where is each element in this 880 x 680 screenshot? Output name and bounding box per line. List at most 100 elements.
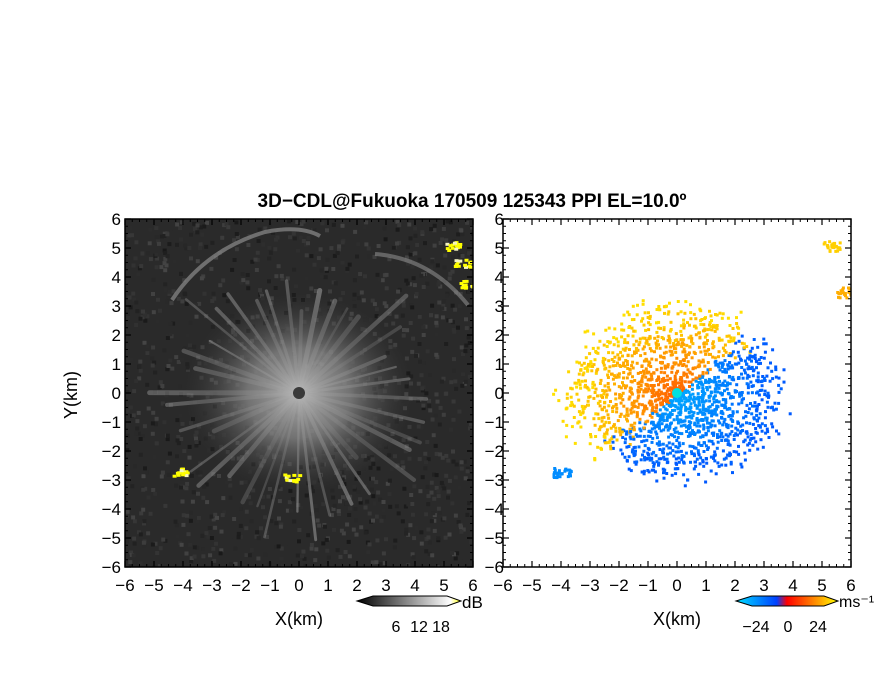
noise-cell xyxy=(139,504,144,509)
velocity-pixel xyxy=(673,404,677,408)
velocity-pixel xyxy=(674,383,677,386)
velocity-pixel xyxy=(688,385,691,388)
velocity-pixel xyxy=(655,330,659,334)
velocity-pixel xyxy=(746,411,750,414)
velocity-pixel xyxy=(672,397,676,400)
noise-cell xyxy=(436,494,441,499)
noise-cell xyxy=(417,257,422,262)
velocity-pixel xyxy=(745,376,749,380)
velocity-pixel xyxy=(737,332,740,336)
velocity-pixel xyxy=(689,317,693,321)
velocity-pixel xyxy=(608,365,612,369)
velocity-pixel xyxy=(635,413,639,417)
noise-cell xyxy=(271,230,276,235)
noise-cell xyxy=(428,372,432,377)
noise-cell xyxy=(131,553,136,558)
noise-cell xyxy=(396,289,401,294)
velocity-pixel xyxy=(707,377,711,381)
velocity-pixel xyxy=(642,469,646,473)
noise-cell xyxy=(196,515,201,520)
velocity-pixel xyxy=(748,438,752,442)
velocity-pixel xyxy=(630,326,634,330)
velocity-pixel xyxy=(642,390,646,394)
clutter-pixel xyxy=(296,477,301,481)
velocity-pixel xyxy=(647,401,651,405)
velocity-pixel xyxy=(674,450,678,454)
velocity-pixel xyxy=(770,422,774,426)
velocity-pixel xyxy=(662,447,666,451)
velocity-pixel xyxy=(682,324,686,327)
velocity-pixel xyxy=(678,413,682,417)
noise-cell xyxy=(421,403,426,408)
velocity-pixel xyxy=(666,387,670,391)
noise-cell xyxy=(279,556,284,561)
velocity-pixel xyxy=(634,449,637,453)
velocity-pixel xyxy=(678,381,682,385)
velocity-pixel xyxy=(737,339,741,343)
velocity-pixel xyxy=(641,409,645,413)
noise-cell xyxy=(158,380,163,385)
noise-cell xyxy=(369,487,374,492)
velocity-pixel xyxy=(628,427,632,431)
velocity-pixel xyxy=(659,457,663,461)
noise-cell xyxy=(453,513,458,518)
velocity-pixel xyxy=(683,350,687,354)
noise-cell xyxy=(438,452,443,457)
noise-cell xyxy=(434,332,439,337)
velocity-pixel xyxy=(670,392,674,396)
velocity-pixel xyxy=(729,366,733,370)
noise-cell xyxy=(162,348,167,353)
velocity-pixel xyxy=(668,393,672,397)
noise-cell xyxy=(169,334,174,339)
velocity-pixel xyxy=(747,407,751,411)
velocity-pixel xyxy=(717,386,721,390)
noise-cell xyxy=(352,484,357,489)
clutter-pixel xyxy=(181,473,186,477)
noise-cell xyxy=(309,542,314,547)
noise-cell xyxy=(240,272,245,277)
velocity-pixel xyxy=(679,360,683,364)
noise-cell xyxy=(435,263,440,268)
velocity-pixel xyxy=(586,399,590,403)
noise-cell xyxy=(159,234,164,239)
noise-cell xyxy=(297,539,301,544)
velocity-pixel xyxy=(673,408,677,412)
velocity-pixel xyxy=(722,420,726,424)
velocity-pixel xyxy=(602,343,606,347)
velocity-ytick-label: 6 xyxy=(495,210,504,229)
noise-cell xyxy=(162,231,167,236)
clutter-pixel xyxy=(450,246,455,250)
noise-cell xyxy=(332,527,336,532)
velocity-patch-pixel xyxy=(825,244,829,247)
velocity-pixel xyxy=(624,359,628,362)
velocity-pixel xyxy=(682,347,686,351)
velocity-pixel xyxy=(717,338,721,342)
velocity-pixel xyxy=(607,440,611,444)
velocity-pixel xyxy=(689,402,693,406)
velocity-pixel xyxy=(647,387,651,391)
velocity-pixel xyxy=(686,478,690,482)
velocity-pixel xyxy=(571,403,574,407)
noise-cell xyxy=(145,344,150,349)
velocity-pixel xyxy=(715,433,719,437)
noise-cell xyxy=(261,494,266,499)
noise-cell xyxy=(459,228,464,233)
clutter-pixel xyxy=(285,478,290,482)
velocity-pixel xyxy=(671,403,675,407)
velocity-pixel xyxy=(687,411,691,414)
velocity-xtick-label: −4 xyxy=(551,576,570,595)
velocity-pixel xyxy=(600,419,604,423)
noise-cell xyxy=(277,499,282,504)
velocity-pixel xyxy=(601,389,605,392)
velocity-pixel xyxy=(725,407,729,411)
velocity-pixel xyxy=(652,423,656,427)
velocity-pixel xyxy=(611,406,614,410)
reflectivity-ytick-label: −5 xyxy=(102,529,121,548)
noise-cell xyxy=(188,518,193,523)
velocity-pixel xyxy=(710,414,714,418)
noise-cell xyxy=(195,470,200,475)
velocity-pixel xyxy=(735,362,739,366)
velocity-pixel xyxy=(685,430,689,433)
velocity-pixel xyxy=(644,367,648,371)
noise-cell xyxy=(220,513,225,518)
